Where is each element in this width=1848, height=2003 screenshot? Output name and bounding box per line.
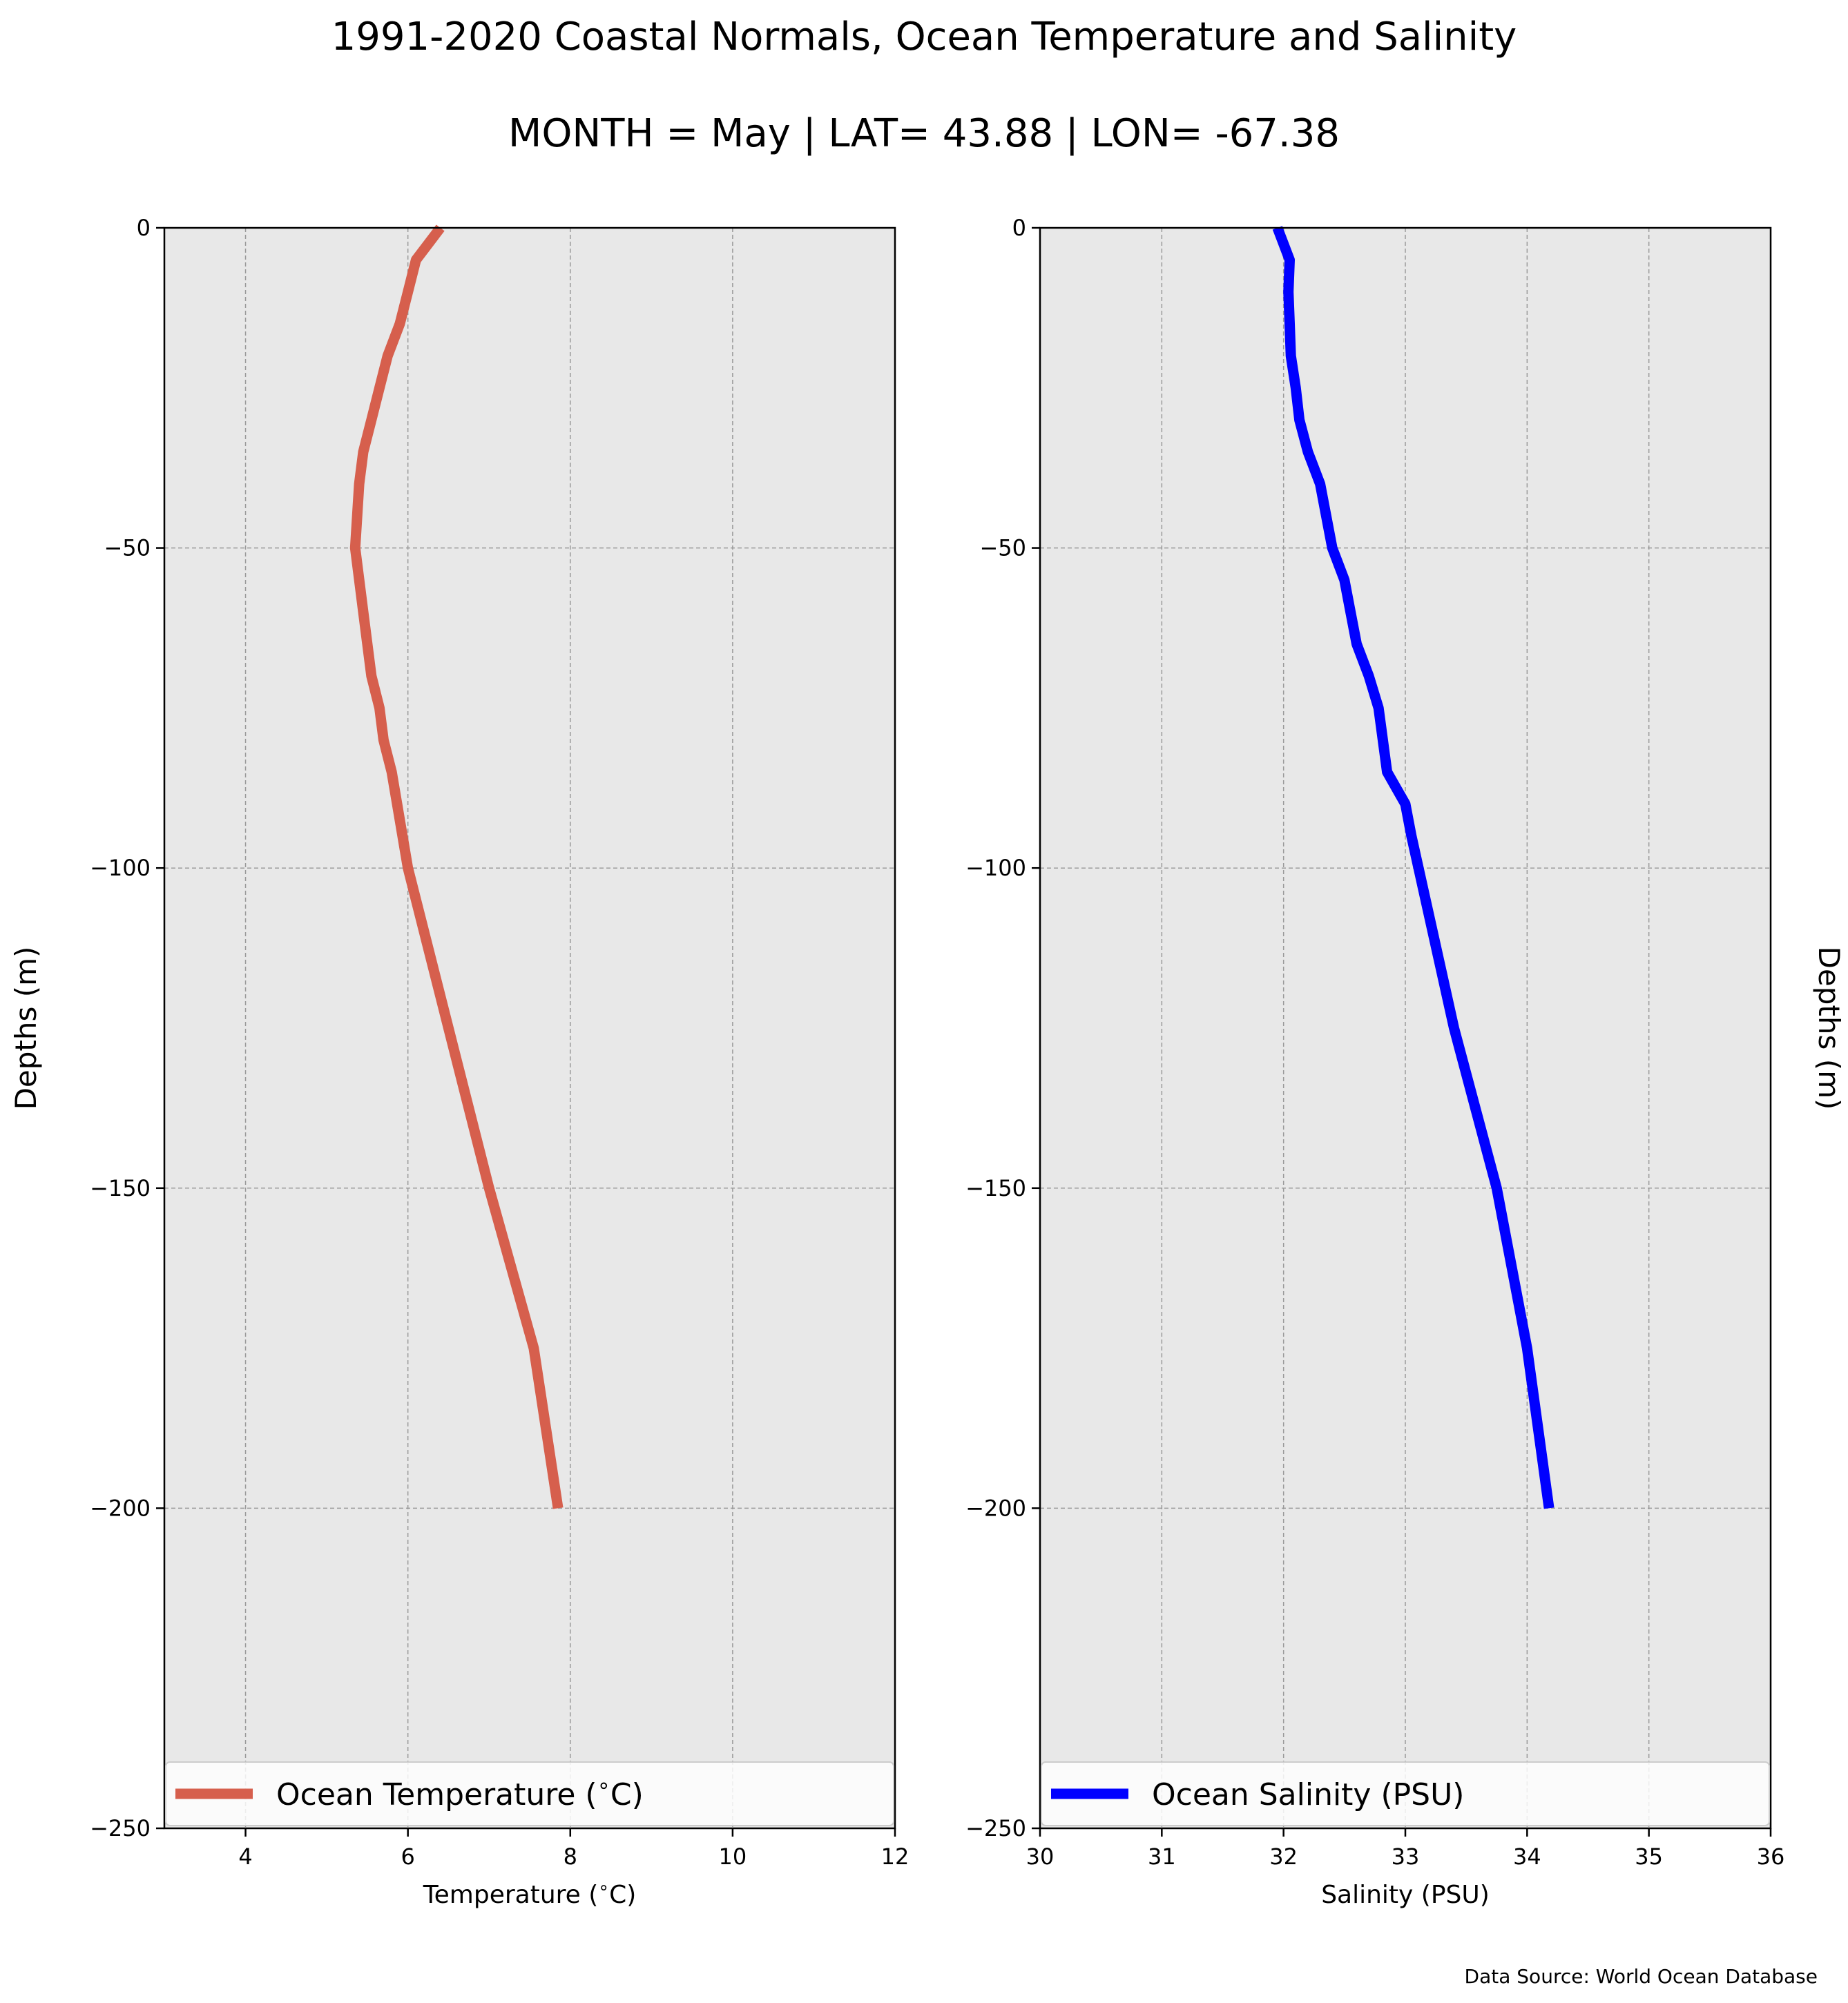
temperature-panel: 4 6 8 10 12 0 −50 −100 −150 −200 −250 Temperature (… <box>9 215 909 1909</box>
salinity-x-tick-label: 32 <box>1269 1844 1298 1870</box>
temperature-y-tick-label: −150 <box>90 1175 151 1201</box>
salinity-legend: Ocean Salinity (PSU) <box>1041 1761 1770 1826</box>
temperature-x-tick-label: 10 <box>719 1844 747 1870</box>
temperature-y-tick-label: −250 <box>90 1815 151 1841</box>
salinity-y-tick-label: −100 <box>965 855 1026 881</box>
salinity-series-line <box>1272 226 1555 1509</box>
temperature-x-tick-label: 8 <box>564 1844 577 1870</box>
salinity-x-axis-label: Salinity (PSU) <box>1321 1881 1490 1909</box>
figure-subtitle: MONTH = May | LAT= 43.88 | LON= -67.38 <box>508 111 1340 156</box>
temperature-x-tick-label: 4 <box>238 1844 252 1870</box>
figure-title: 1991-2020 Coastal Normals, Ocean Tempera… <box>331 14 1517 59</box>
salinity-x-tick-label: 34 <box>1513 1844 1541 1870</box>
salinity-x-tick-label: 33 <box>1392 1844 1420 1870</box>
salinity-y-tick-label: 0 <box>1012 215 1026 241</box>
temperature-x-axis-label: Temperature (∘C) <box>423 1877 637 1910</box>
temperature-series-line <box>349 224 564 1509</box>
salinity-x-tick-label: 31 <box>1148 1844 1176 1870</box>
temperature-axes-frame <box>163 226 896 1830</box>
temperature-y-tick-label: 0 <box>137 215 151 241</box>
salinity-x-tick-label: 35 <box>1635 1844 1663 1870</box>
temperature-legend-label: Ocean Temperature (∘C) <box>276 1773 644 1812</box>
temperature-x-tick-label: 12 <box>881 1844 909 1870</box>
salinity-y-tick-label: −50 <box>979 535 1026 561</box>
temperature-plot-area <box>164 228 895 1828</box>
temperature-legend: Ocean Temperature (∘C) <box>165 1761 894 1826</box>
temperature-y-axis-label: Depths (m) <box>9 947 43 1110</box>
salinity-y-axis-label: Depths (m) <box>1812 947 1846 1110</box>
temperature-y-tick-label: −50 <box>104 535 151 561</box>
salinity-y-tick-label: −250 <box>965 1815 1026 1841</box>
salinity-legend-label: Ocean Salinity (PSU) <box>1152 1777 1464 1812</box>
temperature-y-tick-label: −200 <box>90 1495 151 1521</box>
salinity-legend-box <box>1041 1761 1770 1826</box>
temperature-legend-box <box>165 1761 894 1826</box>
salinity-y-tick-label: −150 <box>965 1175 1026 1201</box>
data-source-note: Data Source: World Ocean Database <box>1465 1965 1818 1988</box>
temperature-y-tick-label: −100 <box>90 855 151 881</box>
temperature-x-tick-label: 6 <box>401 1844 414 1870</box>
salinity-panel: 30 31 32 33 34 35 36 0 −50 −100 −150 −200 −250 Salini… <box>965 215 1846 1909</box>
salinity-x-tick-label: 30 <box>1026 1844 1055 1870</box>
salinity-y-tick-label: −200 <box>965 1495 1026 1521</box>
salinity-x-tick-label: 36 <box>1757 1844 1785 1870</box>
